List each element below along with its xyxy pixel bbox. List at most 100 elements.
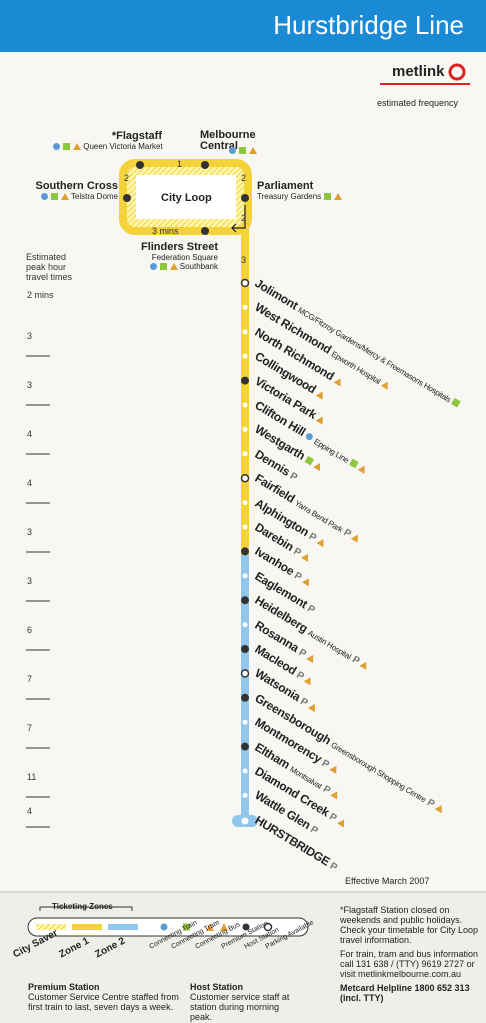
station-icons bbox=[226, 142, 257, 160]
station-dot bbox=[136, 161, 144, 169]
station-dot bbox=[201, 227, 209, 235]
travel-time: 7 bbox=[27, 674, 33, 684]
tram-icon bbox=[349, 459, 359, 469]
station-note: Southbank bbox=[110, 262, 218, 271]
loop-label: City Loop bbox=[161, 192, 212, 204]
segment: 1 bbox=[177, 159, 183, 169]
station-note: Federation Square bbox=[151, 253, 218, 262]
station-name: Flinders Street bbox=[140, 241, 218, 253]
segment: 2 bbox=[124, 173, 130, 183]
premium-station bbox=[241, 547, 249, 556]
station-name: Melbourne Central bbox=[200, 129, 256, 152]
station bbox=[242, 768, 248, 774]
footer-item: Premium Station Customer Service Centre s… bbox=[28, 982, 179, 1012]
footer-item: Host Station Customer service staff at st… bbox=[190, 982, 300, 1022]
station bbox=[242, 500, 248, 506]
premium-station bbox=[241, 596, 249, 605]
station-note: Telstra Dome bbox=[10, 192, 118, 201]
travel-time: 7 bbox=[27, 723, 33, 733]
frequency-label: estimated frequency bbox=[377, 98, 459, 108]
legend-premium bbox=[242, 923, 250, 931]
loop-station: Flinders Street Federation Square Southba… bbox=[110, 241, 218, 271]
brand-logo bbox=[448, 63, 466, 81]
travel-time: 6 bbox=[27, 625, 33, 635]
segment: 3 bbox=[241, 255, 247, 265]
loop-station: *Flagstaff Queen Victoria Market bbox=[50, 130, 163, 151]
station-dot bbox=[201, 161, 209, 169]
title: Hurstbridge Line bbox=[273, 10, 464, 40]
legend-host bbox=[263, 922, 273, 932]
station-note: Treasury Gardens bbox=[257, 192, 343, 201]
city-loop-inner bbox=[136, 175, 236, 219]
segment: 2 bbox=[241, 213, 247, 223]
note: Metcard Helpline 1800 652 313 (incl. TTY… bbox=[340, 983, 470, 1003]
travel-time: 3 bbox=[27, 331, 33, 341]
station bbox=[242, 329, 248, 335]
premium-station bbox=[241, 742, 249, 751]
segment: 2 bbox=[241, 173, 247, 183]
premium-station bbox=[241, 645, 249, 653]
legend-zone1 bbox=[72, 924, 102, 930]
effective: Effective March 2007 bbox=[345, 876, 430, 886]
note: Check your timetable for City Loop trave… bbox=[340, 925, 479, 945]
tram-icon bbox=[304, 456, 314, 466]
legend-bus bbox=[206, 923, 214, 931]
loop-arrow bbox=[231, 205, 246, 233]
host-station bbox=[240, 669, 250, 678]
terminus-dot bbox=[241, 817, 249, 825]
host-station bbox=[240, 473, 250, 483]
station-note: Queen Victoria Market bbox=[50, 142, 163, 151]
zone2-line bbox=[241, 555, 249, 823]
legend-city-saver bbox=[36, 924, 66, 930]
notes: *Flagstaff Station closed on weekends an… bbox=[340, 905, 480, 1003]
note-text: Queen Victoria Market bbox=[83, 142, 163, 151]
footer-title: Host Station bbox=[190, 982, 243, 992]
travel-time: 11 bbox=[27, 772, 37, 782]
station bbox=[242, 573, 248, 579]
station bbox=[242, 304, 248, 310]
header-bar bbox=[0, 0, 486, 52]
station bbox=[242, 451, 248, 457]
travel-time: 4 bbox=[27, 806, 33, 816]
travel-time: 3 bbox=[27, 527, 33, 537]
note: For train, tram and bus information call… bbox=[340, 949, 479, 979]
legend-title: Ticketing Zones bbox=[52, 902, 113, 911]
note: *Flagstaff Station closed on weekends an… bbox=[340, 905, 463, 925]
travel-time: 3 bbox=[27, 576, 33, 586]
brand: metlink bbox=[392, 63, 445, 80]
station-name: *Flagstaff bbox=[111, 130, 162, 142]
times-title: Estimated peak hour travel times bbox=[26, 252, 73, 282]
zone1-line bbox=[241, 228, 249, 593]
station bbox=[242, 719, 248, 725]
legend-tram bbox=[183, 923, 190, 931]
loop-station: Melbourne Central bbox=[200, 130, 264, 152]
legend-bus bbox=[220, 923, 228, 931]
station bbox=[242, 622, 248, 628]
travel-time: 4 bbox=[27, 478, 33, 488]
station-name: Parliament bbox=[257, 180, 314, 192]
loop-time: 3 mins bbox=[152, 226, 179, 236]
loop-station: Parliament Treasury Gardens bbox=[257, 180, 343, 201]
loop-station: Southern Cross Telstra Dome bbox=[10, 180, 118, 201]
train-icon bbox=[304, 432, 315, 442]
note-text: Southbank bbox=[179, 262, 218, 271]
legend-zone2 bbox=[108, 924, 138, 930]
footer-text: Customer Service Centre staffed from fir… bbox=[28, 992, 179, 1012]
station bbox=[242, 792, 248, 798]
premium-station bbox=[241, 376, 249, 385]
station-name: Southern Cross bbox=[35, 180, 118, 192]
station bbox=[242, 524, 248, 530]
travel-time: 4 bbox=[27, 429, 33, 439]
note-text: Telstra Dome bbox=[70, 192, 118, 201]
travel-time: 3 bbox=[27, 380, 33, 390]
legend-panel bbox=[0, 893, 486, 1023]
footer-title: Premium Station bbox=[28, 982, 100, 992]
host-station bbox=[240, 278, 250, 288]
station bbox=[242, 353, 248, 359]
zones-bracket bbox=[39, 906, 133, 911]
premium-station bbox=[241, 693, 249, 702]
legend-capsule bbox=[27, 917, 309, 937]
footer-text: Customer service staff at station during… bbox=[190, 992, 290, 1022]
